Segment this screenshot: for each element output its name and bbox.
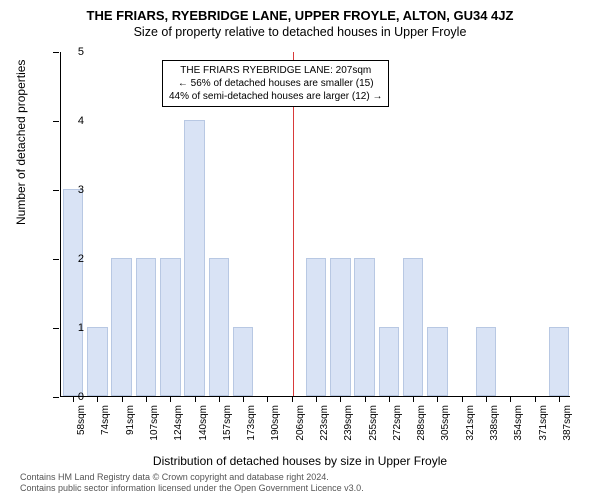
x-tick: [340, 397, 341, 402]
annotation-line: 44% of semi-detached houses are larger (…: [169, 90, 382, 103]
x-tick: [97, 397, 98, 402]
y-tick: [53, 52, 59, 53]
y-tick: [53, 259, 59, 260]
x-tick-label: 107sqm: [149, 405, 160, 441]
x-tick-label: 321sqm: [465, 405, 476, 441]
bar: [233, 327, 254, 396]
bar: [306, 258, 327, 396]
x-tick: [365, 397, 366, 402]
x-tick: [292, 397, 293, 402]
y-tick-label: 2: [78, 253, 84, 265]
x-tick: [437, 397, 438, 402]
y-tick-label: 1: [78, 322, 84, 334]
x-tick: [535, 397, 536, 402]
x-tick-label: 387sqm: [562, 405, 573, 441]
footer-line-2: Contains public sector information licen…: [20, 483, 364, 494]
bar: [427, 327, 448, 396]
bar: [63, 189, 84, 396]
y-tick: [53, 190, 59, 191]
bar: [403, 258, 424, 396]
x-tick-label: 173sqm: [246, 405, 257, 441]
y-tick-label: 5: [78, 46, 84, 58]
y-tick: [53, 328, 59, 329]
bar: [184, 120, 205, 396]
x-axis-label: Distribution of detached houses by size …: [0, 454, 600, 468]
y-tick-label: 0: [78, 391, 84, 403]
x-tick-label: 91sqm: [125, 405, 136, 435]
x-tick-label: 140sqm: [198, 405, 209, 441]
footer-line-1: Contains HM Land Registry data © Crown c…: [20, 472, 364, 483]
bar: [209, 258, 230, 396]
x-tick: [559, 397, 560, 402]
x-tick: [122, 397, 123, 402]
x-tick-label: 288sqm: [416, 405, 427, 441]
x-tick: [462, 397, 463, 402]
x-tick-label: 255sqm: [368, 405, 379, 441]
annotation-line: ← 56% of detached houses are smaller (15…: [169, 77, 382, 90]
bar: [330, 258, 351, 396]
y-tick: [53, 121, 59, 122]
x-tick-label: 223sqm: [319, 405, 330, 441]
x-tick: [510, 397, 511, 402]
plot-region: THE FRIARS RYEBRIDGE LANE: 207sqm← 56% o…: [60, 52, 570, 397]
x-tick-label: 239sqm: [343, 405, 354, 441]
chart-area: THE FRIARS RYEBRIDGE LANE: 207sqm← 56% o…: [60, 52, 570, 397]
main-title: THE FRIARS, RYEBRIDGE LANE, UPPER FROYLE…: [10, 8, 590, 23]
x-tick: [195, 397, 196, 402]
bar: [160, 258, 181, 396]
bar: [136, 258, 157, 396]
x-tick: [73, 397, 74, 402]
x-tick-label: 371sqm: [538, 405, 549, 441]
bar: [354, 258, 375, 396]
bar: [476, 327, 497, 396]
x-tick-label: 157sqm: [222, 405, 233, 441]
y-tick-label: 3: [78, 184, 84, 196]
x-tick: [170, 397, 171, 402]
bar: [111, 258, 132, 396]
x-tick: [146, 397, 147, 402]
title-block: THE FRIARS, RYEBRIDGE LANE, UPPER FROYLE…: [0, 0, 600, 41]
footer-attribution: Contains HM Land Registry data © Crown c…: [20, 472, 364, 495]
bar: [379, 327, 400, 396]
x-tick-label: 58sqm: [76, 405, 87, 435]
annotation-line: THE FRIARS RYEBRIDGE LANE: 207sqm: [169, 64, 382, 77]
x-tick-label: 124sqm: [173, 405, 184, 441]
x-tick: [486, 397, 487, 402]
x-tick: [413, 397, 414, 402]
x-tick: [316, 397, 317, 402]
bar: [87, 327, 108, 396]
annotation-box: THE FRIARS RYEBRIDGE LANE: 207sqm← 56% o…: [162, 60, 389, 107]
x-tick-label: 272sqm: [392, 405, 403, 441]
y-tick: [53, 397, 59, 398]
x-tick-label: 74sqm: [100, 405, 111, 435]
x-tick: [267, 397, 268, 402]
x-tick: [243, 397, 244, 402]
y-axis-label: Number of detached properties: [14, 60, 28, 225]
sub-title: Size of property relative to detached ho…: [10, 25, 590, 39]
x-tick-label: 206sqm: [295, 405, 306, 441]
y-tick-label: 4: [78, 115, 84, 127]
x-tick-label: 338sqm: [489, 405, 500, 441]
x-tick: [389, 397, 390, 402]
x-tick-label: 354sqm: [513, 405, 524, 441]
bar: [549, 327, 570, 396]
x-tick-label: 305sqm: [440, 405, 451, 441]
x-tick: [219, 397, 220, 402]
x-tick-label: 190sqm: [270, 405, 281, 441]
